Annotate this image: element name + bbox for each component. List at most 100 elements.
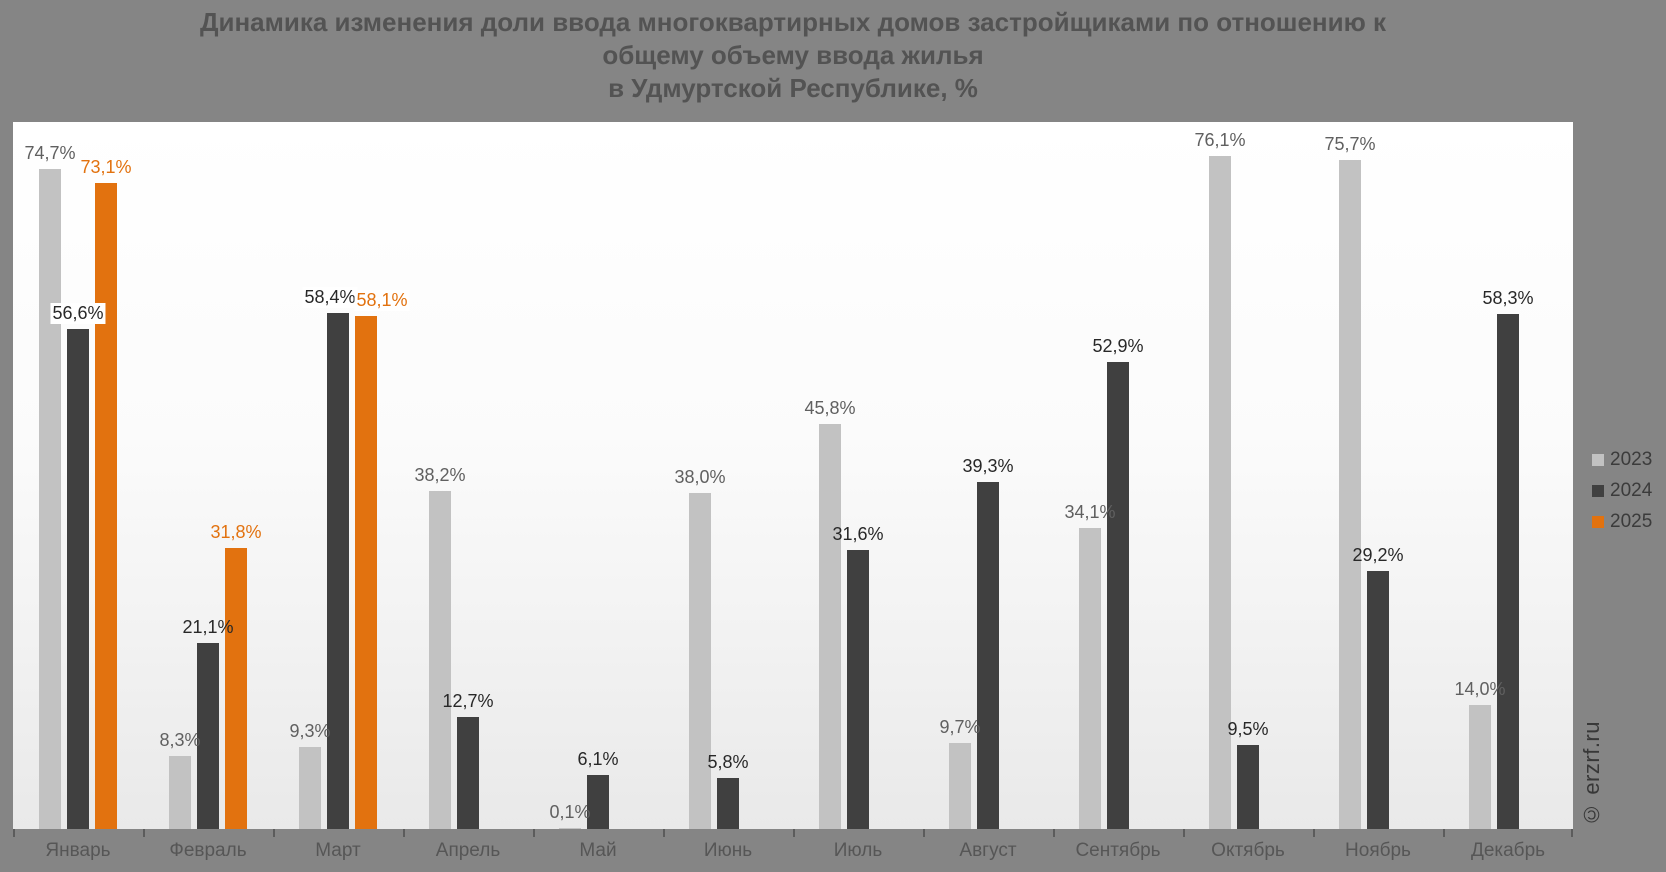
- bar-2024-Июль: [847, 549, 869, 829]
- x-axis-label-Декабрь: Декабрь: [1470, 840, 1546, 861]
- bar-value-label-2024-Сентябрь: 52,9%: [1092, 335, 1144, 356]
- legend-swatch-2024: [1592, 485, 1604, 497]
- legend-label-2024: 2024: [1610, 480, 1653, 501]
- bar-value-label-2024-Ноябрь: 29,2%: [1352, 544, 1404, 565]
- x-axis-label-Апрель: Апрель: [435, 840, 501, 861]
- axis-tick: [1313, 829, 1315, 837]
- legend: 2023 2024 2025: [1592, 449, 1652, 533]
- bar-value-label-2023-Март: 9,3%: [289, 720, 331, 741]
- bar-value-label-2023-Июнь: 38,0%: [674, 467, 726, 488]
- bar-2024-Май: [587, 775, 609, 829]
- bar-2024-Август: [977, 481, 999, 829]
- legend-swatch-2023: [1592, 454, 1604, 466]
- bar-value-label-2024-Октябрь: 9,5%: [1227, 719, 1269, 740]
- bar-value-label-2024-Декабрь: 58,3%: [1482, 287, 1534, 308]
- bar-group-12: 14,0% 58,3%: [1443, 122, 1573, 829]
- bar-2025-Январь: [95, 182, 117, 829]
- bar-value-label-2023-Июль: 45,8%: [804, 398, 856, 419]
- bar-2024-Март: [327, 312, 349, 829]
- axis-tick: [663, 829, 665, 837]
- bar-2023-Ноябрь: [1339, 160, 1361, 829]
- bar-value-label-2023-Ноябрь: 75,7%: [1324, 134, 1376, 155]
- bar-value-label-2024-Февраль: 21,1%: [182, 616, 234, 637]
- x-axis-label-Октябрь: Октябрь: [1211, 840, 1285, 861]
- bar-2023-Октябрь: [1209, 156, 1231, 829]
- bar-2023-Апрель: [429, 491, 451, 829]
- axis-tick: [1053, 829, 1055, 837]
- bar-value-label-2024-Март: 58,4%: [302, 286, 358, 308]
- legend-swatch-2025: [1592, 516, 1604, 528]
- axis-tick: [793, 829, 795, 837]
- bar-2024-Ноябрь: [1367, 570, 1389, 829]
- axis-tick: [1571, 829, 1573, 837]
- bar-group-8: 9,7% 39,3%: [923, 122, 1053, 829]
- bar-value-label-2025-Март: 58,1%: [354, 289, 410, 311]
- bar-value-label-2023-Август: 9,7%: [939, 717, 981, 738]
- watermark-copyright: © erzrf.ru: [1579, 721, 1604, 827]
- x-axis-label-Август: Август: [959, 840, 1017, 861]
- bar-2023-Февраль: [169, 755, 191, 829]
- bar-group-1: 74,7% 56,6% 73,1%: [13, 122, 143, 829]
- bar-2024-Январь: [67, 328, 89, 829]
- bar-value-label-2023-Октябрь: 76,1%: [1194, 130, 1246, 151]
- bar-2024-Декабрь: [1497, 313, 1519, 829]
- chart-title: Динамика изменения доли ввода многокварт…: [13, 6, 1573, 105]
- bar-value-label-2023-Январь: 74,7%: [24, 142, 76, 163]
- x-axis-label-Июль: Июль: [833, 840, 883, 861]
- chart-title-line-1: Динамика изменения доли ввода многокварт…: [199, 7, 1387, 37]
- x-axis-label-Май: Май: [579, 840, 617, 861]
- plot-area: 74,7% 56,6% 73,1% 8,3% 21,1% 31,8% 9,3% 58,4% 58…: [13, 122, 1573, 829]
- x-axis-label-Февраль: Февраль: [169, 840, 247, 861]
- x-axis-label-Сентябрь: Сентябрь: [1075, 840, 1161, 861]
- bar-group-6: 38,0% 5,8%: [663, 122, 793, 829]
- bar-2024-Февраль: [197, 642, 219, 829]
- bar-value-label-2025-Январь: 73,1%: [80, 156, 132, 177]
- bar-value-label-2024-Август: 39,3%: [962, 455, 1014, 476]
- bar-value-label-2023-Сентябрь: 34,1%: [1064, 501, 1116, 522]
- bar-group-10: 76,1% 9,5%: [1183, 122, 1313, 829]
- bar-value-label-2024-Апрель: 12,7%: [442, 690, 494, 711]
- bar-group-7: 45,8% 31,6%: [793, 122, 923, 829]
- bar-2024-Июнь: [717, 777, 739, 829]
- bar-2023-Январь: [39, 168, 61, 829]
- bar-group-3: 9,3% 58,4% 58,1%: [273, 122, 410, 829]
- axis-tick: [13, 829, 15, 837]
- bar-2024-Апрель: [457, 716, 479, 829]
- bar-value-label-2024-Январь: 56,6%: [50, 302, 106, 324]
- bar-value-label-2023-Апрель: 38,2%: [414, 465, 466, 486]
- axis-tick: [533, 829, 535, 837]
- bar-2023-Декабрь: [1469, 705, 1491, 829]
- axis-tick: [1183, 829, 1185, 837]
- chart-title-line-3: в Удмуртской Республике, %: [608, 73, 978, 103]
- legend-item-2025: 2025: [1592, 511, 1652, 533]
- axis-tick: [923, 829, 925, 837]
- bar-group-9: 34,1% 52,9%: [1053, 122, 1183, 829]
- x-axis: [13, 829, 1573, 839]
- bar-group-2: 8,3% 21,1% 31,8%: [143, 122, 273, 829]
- legend-label-2023: 2023: [1610, 449, 1653, 470]
- bar-2025-Март: [355, 315, 377, 829]
- axis-tick: [143, 829, 145, 837]
- legend-label-2025: 2025: [1610, 511, 1653, 532]
- axis-tick: [403, 829, 405, 837]
- bar-value-label-2024-Июль: 31,6%: [832, 523, 884, 544]
- axis-tick: [273, 829, 275, 837]
- legend-item-2023: 2023: [1592, 449, 1652, 471]
- bar-2024-Октябрь: [1237, 745, 1259, 829]
- bar-value-label-2023-Май: 0,1%: [549, 802, 591, 823]
- x-axis-label-Ноябрь: Ноябрь: [1345, 840, 1411, 861]
- x-axis-label-Январь: Январь: [45, 840, 111, 861]
- bar-value-label-2024-Июнь: 5,8%: [707, 751, 749, 772]
- axis-tick: [1443, 829, 1445, 837]
- bar-value-label-2023-Февраль: 8,3%: [159, 729, 201, 750]
- x-axis-label-Март: Март: [315, 840, 361, 861]
- bar-value-label-2025-Февраль: 31,8%: [210, 521, 262, 542]
- bar-group-4: 38,2% 12,7%: [403, 122, 533, 829]
- x-axis-label-Июнь: Июнь: [703, 840, 753, 861]
- chart-title-line-2: общему объему ввода жилья: [602, 40, 984, 70]
- bar-2023-Март: [299, 746, 321, 829]
- bar-2023-Август: [949, 743, 971, 829]
- bar-value-label-2023-Декабрь: 14,0%: [1454, 679, 1506, 700]
- bar-2023-Сентябрь: [1079, 527, 1101, 829]
